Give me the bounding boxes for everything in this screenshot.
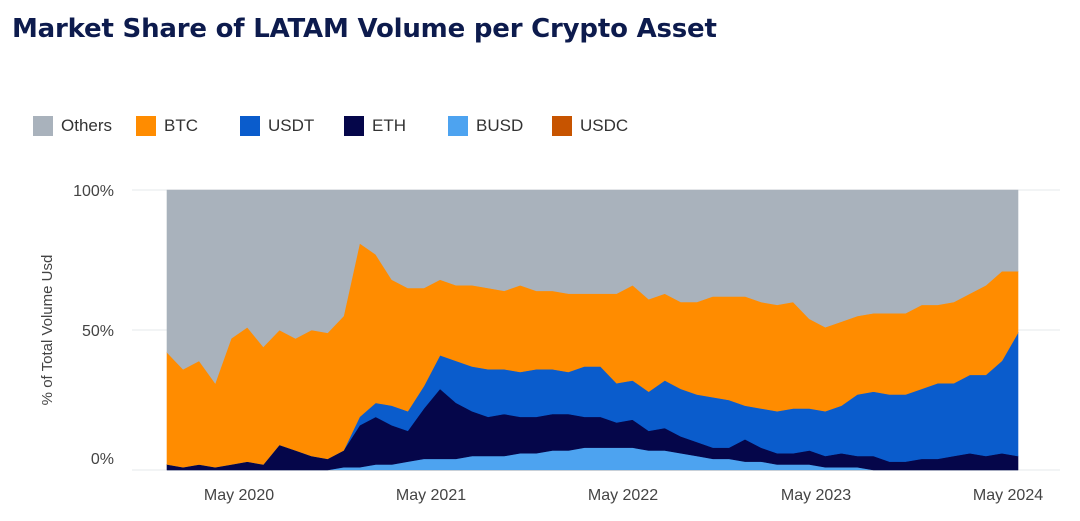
legend-label-usdt: USDT — [268, 116, 315, 135]
legend-item-usdc[interactable]: USDC — [552, 115, 628, 137]
legend-label-eth: ETH — [372, 116, 406, 135]
legend-item-busd[interactable]: BUSD — [448, 115, 523, 137]
y-tick-label: 50% — [82, 323, 114, 340]
area-others[interactable] — [166, 189, 1019, 384]
legend-swatch-btc — [136, 116, 156, 136]
chart-title: Market Share of LATAM Volume per Crypto … — [12, 14, 717, 44]
legend-swatch-busd — [448, 116, 468, 136]
legend-label-others: Others — [61, 116, 113, 135]
x-tick-label: May 2023 — [781, 487, 851, 504]
legend-label-btc: BTC — [164, 116, 198, 135]
legend-label-busd: BUSD — [476, 116, 524, 135]
legend-item-others[interactable]: Others — [33, 115, 112, 137]
x-axis-ticks: May 2020 May 2021 May 2022 May 2023 May 2024 — [204, 487, 1043, 504]
legend-swatch-others — [33, 116, 53, 136]
y-tick-label: 100% — [73, 183, 114, 200]
legend-item-eth[interactable]: ETH — [344, 115, 406, 137]
chart-areas — [166, 189, 1019, 471]
legend-swatch-eth — [344, 116, 364, 136]
legend-swatch-usdt — [240, 116, 260, 136]
y-tick-label: 0% — [91, 451, 114, 468]
legend-swatch-usdc — [552, 116, 572, 136]
x-tick-label: May 2021 — [396, 487, 466, 504]
y-axis-ticks: 0% 50% 100% — [73, 183, 114, 468]
legend-item-btc[interactable]: BTC — [136, 115, 198, 137]
y-axis-title: % of Total Volume Usd — [39, 255, 56, 406]
x-tick-label: May 2020 — [204, 487, 274, 504]
legend-label-usdc: USDC — [580, 116, 629, 135]
x-tick-label: May 2024 — [973, 487, 1043, 504]
x-tick-label: May 2022 — [588, 487, 658, 504]
legend-item-usdt[interactable]: USDT — [240, 115, 314, 137]
